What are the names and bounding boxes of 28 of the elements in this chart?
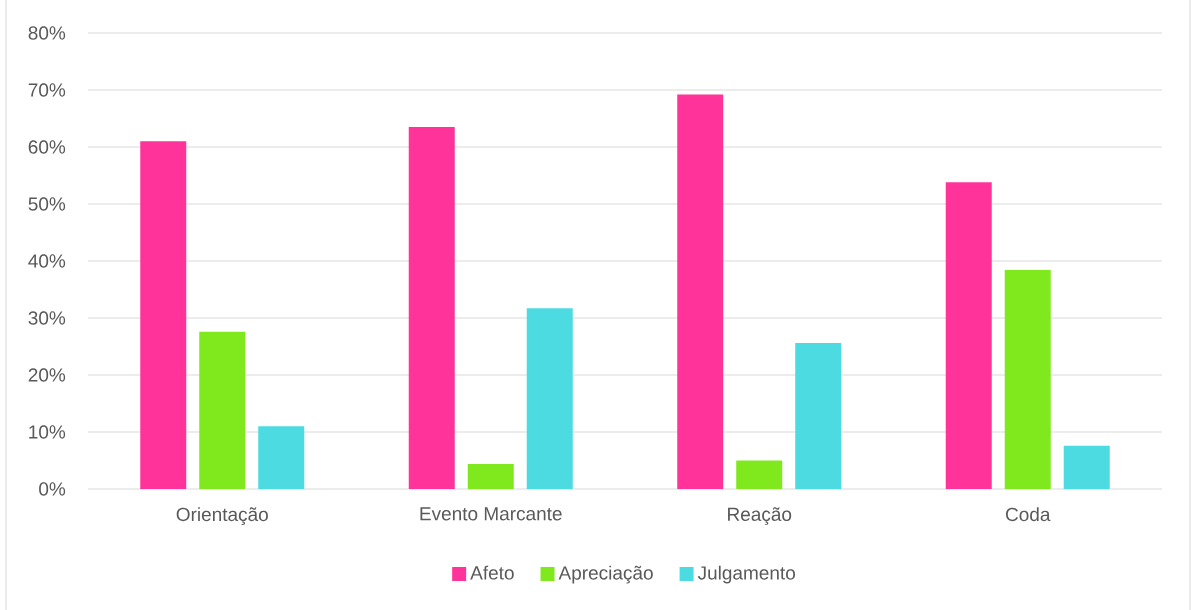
bar <box>795 343 842 489</box>
y-tick-label: 0% <box>39 482 66 496</box>
y-tick-label: 80% <box>28 26 66 40</box>
bar <box>467 463 514 489</box>
y-tick-label: 20% <box>28 368 66 382</box>
legend-label: Afeto <box>470 565 514 580</box>
bar <box>140 141 187 489</box>
bar <box>736 460 783 489</box>
y-tick-label: 50% <box>28 197 66 211</box>
legend-label: Apreciação <box>558 565 653 584</box>
bar <box>1004 270 1051 489</box>
y-tick-label: 60% <box>28 140 66 154</box>
y-tick-label: 10% <box>29 425 66 439</box>
x-tick-label: Reação <box>728 507 792 525</box>
bar <box>945 182 992 489</box>
y-tick-label: 70% <box>28 83 66 97</box>
legend-label: Julgamento <box>697 565 795 584</box>
bar <box>1063 445 1110 489</box>
bar <box>408 127 455 489</box>
x-tick-label: Evento Marcante <box>420 507 562 521</box>
x-tick-label: Coda <box>1005 507 1051 522</box>
x-tick-label: Orientação <box>176 507 268 525</box>
y-tick-label: 40% <box>28 254 66 268</box>
bar <box>677 94 724 489</box>
bar <box>199 331 246 489</box>
bar <box>526 308 573 489</box>
y-tick-label: 30% <box>28 311 66 325</box>
bar <box>258 426 305 489</box>
